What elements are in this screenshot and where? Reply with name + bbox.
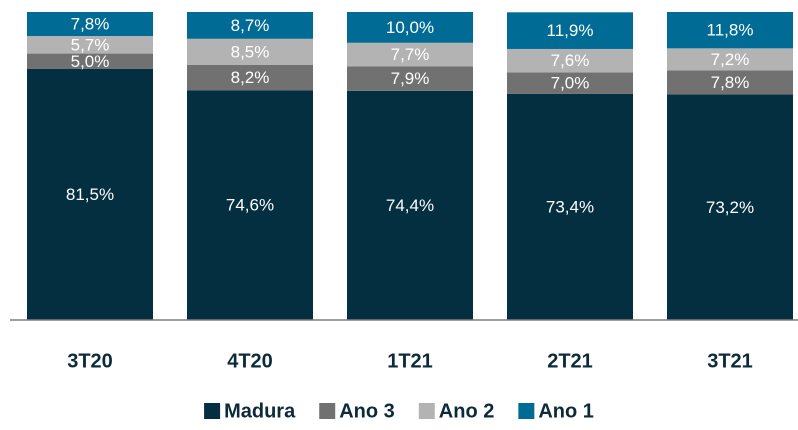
value-label: 7,2% xyxy=(711,50,750,69)
bar-segment xyxy=(667,12,793,49)
bar-segment xyxy=(507,48,633,73)
x-tick-label: 4T20 xyxy=(227,350,273,372)
value-label: 74,4% xyxy=(386,196,434,215)
value-label: 73,2% xyxy=(706,198,754,217)
bar-segment xyxy=(27,36,153,54)
x-tick-label: 1T21 xyxy=(387,350,433,372)
x-tick-label: 3T21 xyxy=(707,350,753,372)
bar-segment xyxy=(187,90,313,321)
legend-label: Ano 3 xyxy=(339,400,395,422)
value-label: 5,7% xyxy=(71,35,110,54)
legend-label: Ano 1 xyxy=(538,400,594,422)
bar-segment xyxy=(507,72,633,94)
bar-segment xyxy=(347,42,473,67)
bar-segment xyxy=(667,94,793,320)
bar-segment xyxy=(347,12,473,43)
legend-swatch xyxy=(418,403,435,419)
value-label: 11,8% xyxy=(707,21,754,40)
bar-segment xyxy=(27,12,153,37)
legend-swatch xyxy=(319,403,336,419)
value-label: 7,8% xyxy=(711,73,750,92)
value-label: 81,5% xyxy=(66,185,114,204)
bar-segment xyxy=(507,12,633,49)
value-label: 10,0% xyxy=(386,18,434,37)
value-label: 11,9% xyxy=(547,21,594,40)
bar-segment xyxy=(667,48,793,71)
value-label: 7,8% xyxy=(71,14,110,33)
bar-segment xyxy=(667,70,793,95)
value-label: 73,4% xyxy=(546,197,594,216)
bar-segment xyxy=(27,68,153,320)
x-tick-label: 2T21 xyxy=(547,350,593,372)
bar-segment xyxy=(507,93,633,320)
value-label: 7,9% xyxy=(391,69,430,88)
bar-segment xyxy=(27,53,153,69)
legend-label: Ano 2 xyxy=(439,400,495,422)
value-label: 7,6% xyxy=(551,51,590,70)
bar-segment xyxy=(187,64,313,91)
value-label: 7,0% xyxy=(551,74,590,93)
value-label: 8,2% xyxy=(231,68,270,87)
bar-segment xyxy=(347,90,473,321)
legend-swatch xyxy=(518,403,535,419)
bar-segment xyxy=(187,12,313,39)
bar-segment xyxy=(347,66,473,91)
value-label: 8,7% xyxy=(231,16,270,35)
value-label: 74,6% xyxy=(226,196,274,215)
value-label: 7,7% xyxy=(391,45,430,64)
value-label: 5,0% xyxy=(71,52,110,71)
legend-swatch xyxy=(204,403,221,419)
legend-label: Madura xyxy=(224,400,296,422)
bar-segment xyxy=(187,38,313,65)
x-tick-label: 3T20 xyxy=(67,350,113,372)
value-label: 8,5% xyxy=(231,42,270,61)
